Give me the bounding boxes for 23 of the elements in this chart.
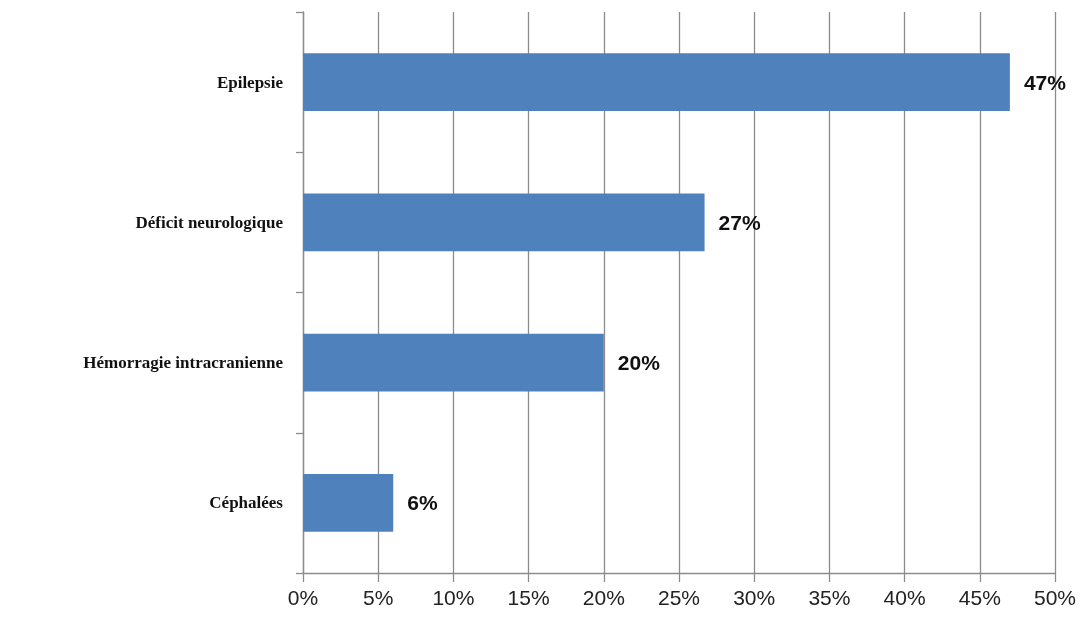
- x-tick-label: 45%: [958, 586, 1001, 609]
- y-tick-label: Déficit neurologique: [135, 212, 284, 232]
- bar: [303, 474, 394, 532]
- y-tick-label: Céphalées: [209, 493, 284, 513]
- x-tick-label: 35%: [808, 586, 851, 609]
- x-tick-label: 40%: [883, 586, 926, 609]
- y-tick-label: Hémorragie intracranienne: [83, 353, 284, 373]
- x-tick-label: 5%: [363, 586, 394, 609]
- x-tick-label: 20%: [582, 586, 625, 609]
- data-label: 20%: [617, 351, 661, 375]
- bar: [303, 193, 705, 252]
- x-tick-label: 25%: [657, 586, 701, 609]
- data-label: 47%: [1023, 70, 1067, 94]
- bar: [303, 333, 604, 392]
- data-label: 6%: [407, 491, 438, 515]
- data-label: 27%: [718, 210, 761, 234]
- x-tick-label: 10%: [432, 586, 475, 609]
- x-tick-label: 15%: [507, 586, 550, 609]
- x-tick-label: 0%: [287, 586, 319, 609]
- y-tick-label: Epilepsie: [216, 72, 284, 92]
- x-tick-label: 30%: [733, 586, 776, 609]
- x-tick-label: 50%: [1033, 586, 1077, 609]
- bar: [303, 53, 1010, 111]
